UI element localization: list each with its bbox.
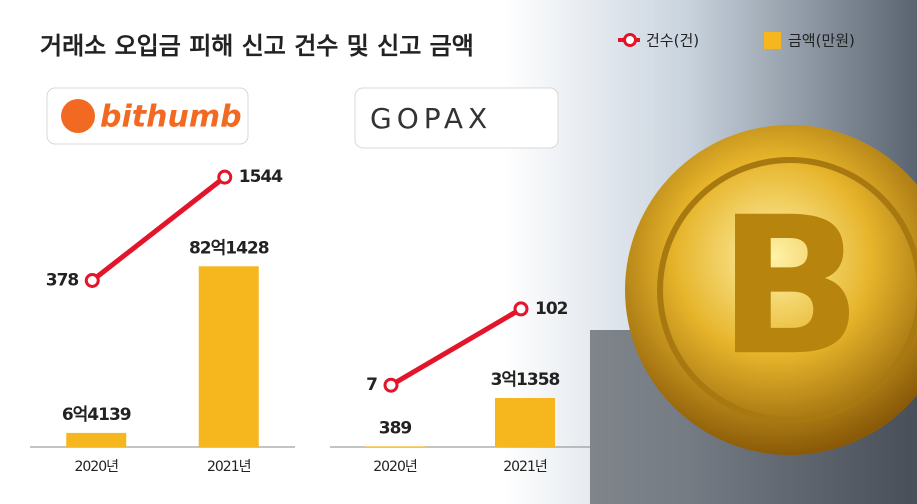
- count-value-label: 378: [46, 271, 79, 291]
- x-tick-label: 2021년: [503, 459, 547, 475]
- legend-marker: [623, 33, 637, 47]
- legend-label: 건수(건): [646, 32, 699, 50]
- bar: [365, 446, 425, 447]
- coin-rim: [657, 157, 917, 423]
- count-line: [90, 175, 227, 283]
- legend-swatch: [764, 32, 781, 49]
- logo-icon: [61, 99, 95, 133]
- bar-value-label: 82억1428: [189, 238, 269, 258]
- coin-symbol: B: [718, 176, 863, 397]
- logo-text: GOPAX: [370, 102, 492, 135]
- count-value-label: 1544: [239, 167, 283, 187]
- count-value-label: 7: [366, 375, 377, 395]
- bar-value-label: 389: [379, 418, 412, 438]
- bar: [198, 266, 259, 447]
- bar-value-label: 3억1358: [491, 370, 560, 390]
- bar: [495, 397, 555, 447]
- count-marker: [84, 273, 100, 289]
- count-marker: [217, 169, 233, 185]
- bar-value-label: 6억4139: [62, 405, 131, 425]
- coin: [625, 125, 917, 455]
- logo-text: bithumb: [100, 100, 242, 135]
- page-title: 거래소 오입금 피해 신고 건수 및 신고 금액: [40, 32, 474, 60]
- count-line: [389, 306, 523, 388]
- x-tick-label: 2021년: [207, 459, 251, 475]
- logo-box: [46, 87, 249, 145]
- logo-box: [354, 87, 559, 149]
- bar: [66, 432, 127, 447]
- count-value-label: 102: [535, 299, 568, 319]
- count-marker: [513, 301, 529, 317]
- legend-label: 금액(만원): [788, 32, 855, 50]
- x-tick-label: 2020년: [74, 459, 118, 475]
- count-marker: [383, 377, 399, 393]
- x-tick-label: 2020년: [373, 459, 417, 475]
